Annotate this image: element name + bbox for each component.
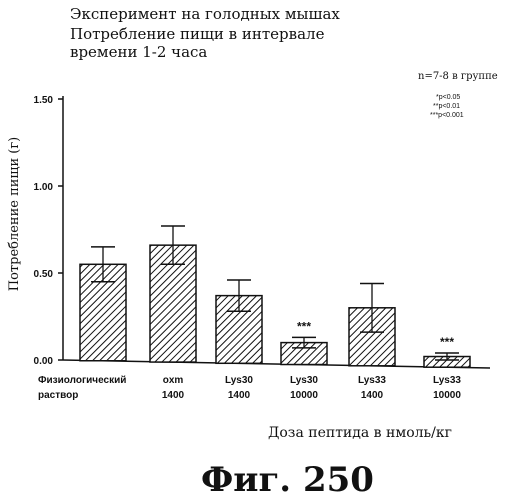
significance-note-2: **p<0.01	[433, 103, 460, 110]
significance-marker: ***	[297, 319, 311, 333]
category-label: 10000	[433, 390, 461, 401]
significance-marker: ***	[440, 335, 454, 349]
y-tick-label: 1.00	[34, 182, 54, 193]
category-label: 1400	[361, 390, 384, 401]
category-label: oxm	[163, 375, 184, 386]
category-labels: Физиологический раствор oxm 1400 Lys30 1400 Ly…	[38, 375, 461, 401]
category-label: Физиологический	[38, 375, 126, 386]
significance-note-1: *p<0.05	[436, 94, 460, 101]
header-line-3: времени 1-2 часа	[70, 43, 207, 61]
y-tick-label: 0.00	[34, 356, 54, 367]
category-label: Lys33	[433, 375, 461, 386]
significance-note-3: ***p<0.001	[430, 112, 464, 119]
category-label: Lys30	[225, 375, 253, 386]
y-tick-label: 1.50	[34, 95, 54, 106]
category-label: 1400	[162, 390, 185, 401]
x-axis-title: Доза пептида в нмоль/кг	[268, 425, 452, 441]
figure-label: Фиг. 250	[201, 460, 374, 500]
header-line-2: Потребление пищи в интервале	[70, 25, 325, 43]
bars: *** ***	[80, 226, 470, 367]
category-label: Lys33	[358, 375, 386, 386]
sample-size-note: n=7-8 в группе	[418, 71, 498, 82]
y-axis-ticks: 0.00 0.50 1.00 1.50	[34, 95, 63, 367]
category-label: раствор	[38, 390, 78, 401]
category-label: Lys30	[290, 375, 318, 386]
category-label: 1400	[228, 390, 251, 401]
y-axis-title: Потребление пищи (г)	[7, 137, 22, 291]
category-label: 10000	[290, 390, 318, 401]
y-tick-label: 0.50	[34, 269, 54, 280]
header-line-1: Эксперимент на голодных мышах	[70, 5, 340, 23]
